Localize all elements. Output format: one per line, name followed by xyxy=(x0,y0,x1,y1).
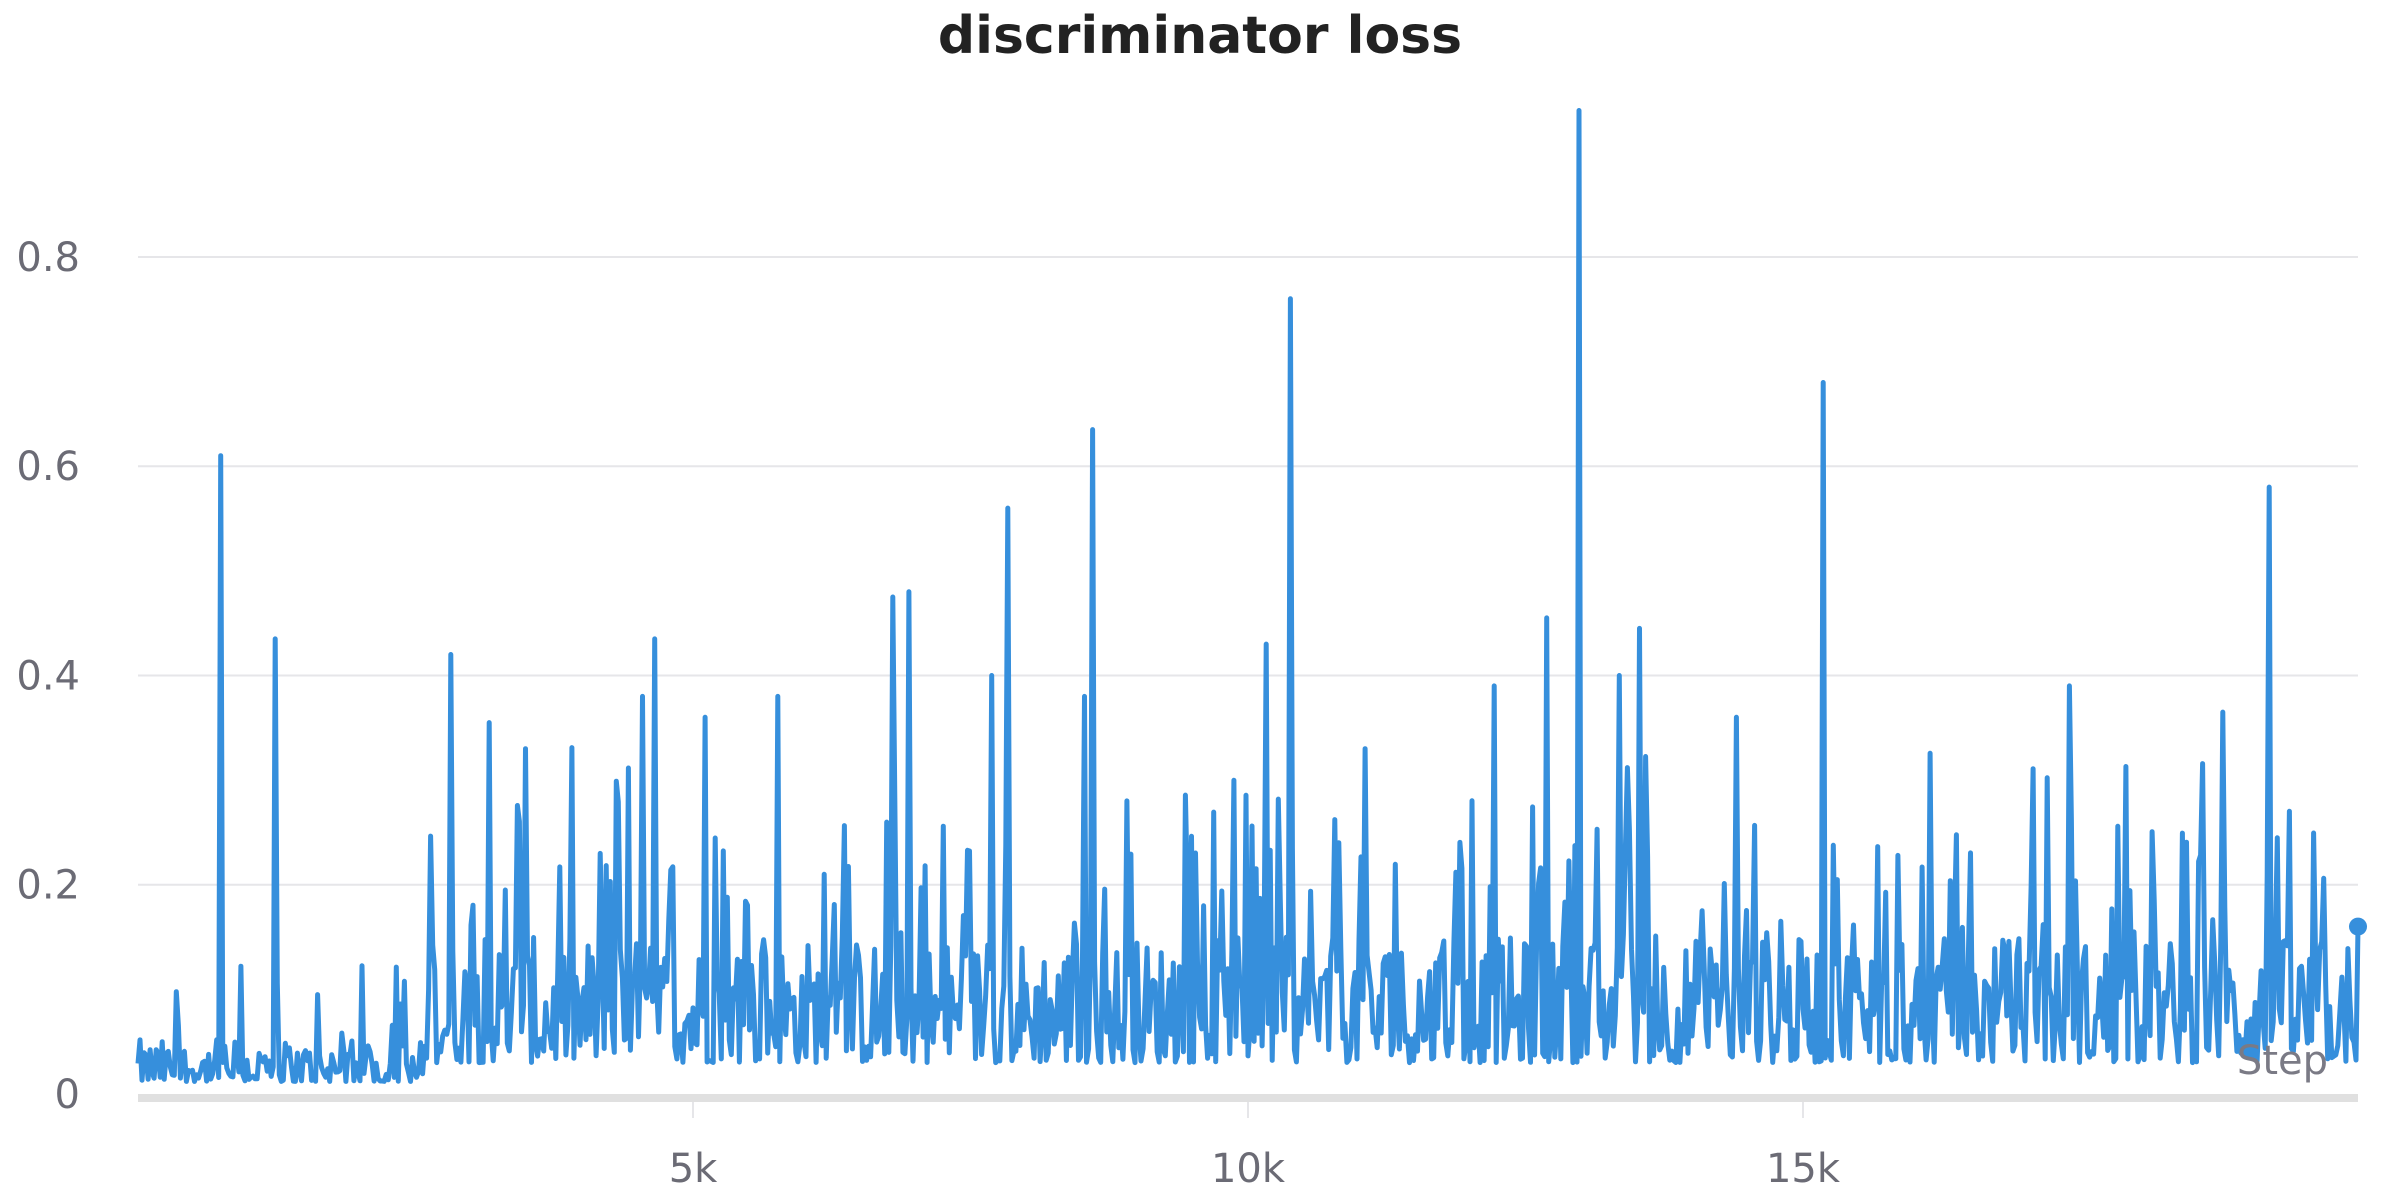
data-point-peak-18 xyxy=(1493,685,1495,687)
data-point-peak-8 xyxy=(777,695,779,697)
data-point-peak-14 xyxy=(1092,429,1094,431)
data-point-peak-24 xyxy=(1822,382,1824,384)
series-line-discriminator-loss xyxy=(135,108,2361,1084)
data-point-peak-23 xyxy=(1735,716,1737,718)
data-point-peak-20 xyxy=(1579,109,1581,111)
data-point-peak-15 xyxy=(1266,643,1268,645)
data-point-peak-1 xyxy=(274,638,276,640)
data-point-peak-22 xyxy=(1638,627,1640,629)
data-point-peak-12 xyxy=(1006,507,1008,509)
data-point-peak-6 xyxy=(654,638,656,640)
x-tick-label-2: 15k xyxy=(1766,1146,1841,1192)
x-tick-label-1: 10k xyxy=(1211,1146,1286,1192)
data-point-peak-0 xyxy=(220,455,222,457)
data-point-peak-5 xyxy=(641,695,643,697)
data-point-peak-26 xyxy=(2222,711,2224,713)
data-point-peak-3 xyxy=(488,722,490,724)
x-tick-label-0: 5k xyxy=(669,1146,718,1192)
data-point-peak-7 xyxy=(704,716,706,718)
data-point-peak-4 xyxy=(526,748,528,750)
last-point-marker xyxy=(2349,917,2367,936)
data-point-peak-21 xyxy=(1619,674,1621,676)
data-point-peak-25 xyxy=(2068,685,2070,687)
data-point-peak-19 xyxy=(1547,617,1549,619)
chart-title: discriminator loss xyxy=(937,6,1463,66)
data-point-peak-13 xyxy=(1083,695,1085,697)
data-point-peak-27 xyxy=(2268,486,2270,488)
data-point-peak-10 xyxy=(908,591,910,593)
data-point-peak-11 xyxy=(992,674,994,676)
data-point-peak-2 xyxy=(450,654,452,656)
data-point-peak-17 xyxy=(1364,748,1366,750)
data-point-peak-16 xyxy=(1290,298,1292,300)
data-point-peak-9 xyxy=(892,596,894,598)
x-axis-label: Step xyxy=(2237,1038,2328,1084)
y-tick-label-4: 0.8 xyxy=(16,235,80,281)
y-tick-label-0: 0 xyxy=(55,1072,80,1118)
y-tick-label-2: 0.4 xyxy=(16,653,80,699)
y-tick-label-3: 0.6 xyxy=(16,444,80,490)
y-tick-label-1: 0.2 xyxy=(16,863,80,909)
